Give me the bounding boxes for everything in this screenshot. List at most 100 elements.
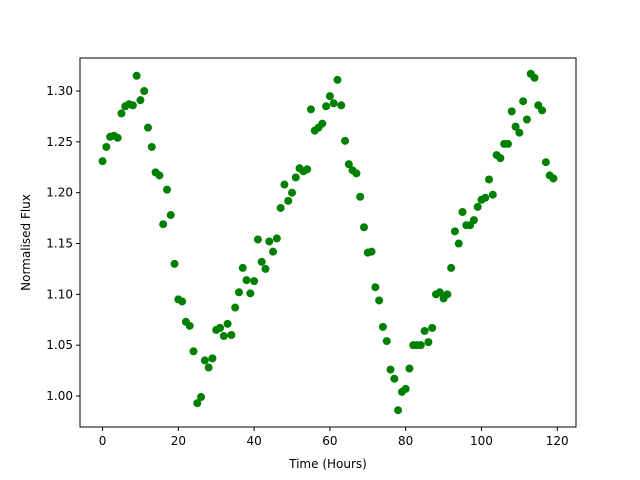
point — [166, 211, 175, 220]
point — [200, 356, 209, 365]
point — [530, 73, 539, 82]
point — [496, 154, 505, 163]
x-tick-label: 20 — [171, 434, 186, 448]
point — [272, 234, 281, 243]
point — [394, 406, 403, 415]
point — [519, 97, 528, 106]
point — [522, 115, 531, 124]
point — [515, 128, 524, 137]
point — [147, 142, 156, 151]
point — [356, 192, 365, 201]
point — [98, 157, 107, 166]
point — [276, 203, 285, 212]
point — [136, 96, 145, 105]
point — [538, 106, 547, 115]
point — [117, 109, 126, 118]
point — [246, 289, 255, 298]
point — [454, 239, 463, 248]
point — [284, 196, 293, 205]
x-tick-label: 100 — [470, 434, 493, 448]
point — [401, 384, 410, 393]
point — [197, 393, 206, 402]
point — [416, 341, 425, 350]
point — [371, 283, 380, 292]
point — [261, 264, 270, 273]
point — [428, 323, 437, 332]
point — [257, 257, 266, 266]
point — [443, 290, 452, 299]
point — [503, 139, 512, 148]
point — [352, 169, 361, 178]
point — [341, 136, 350, 145]
point — [306, 105, 315, 114]
point — [420, 326, 429, 335]
point — [333, 75, 342, 84]
x-axis-label: Time (Hours) — [288, 457, 367, 471]
point — [488, 190, 497, 199]
y-tick-label: 1.25 — [46, 135, 73, 149]
point — [227, 331, 236, 340]
point — [280, 180, 289, 189]
point — [242, 276, 251, 285]
point — [405, 364, 414, 373]
x-tick-label: 40 — [246, 434, 261, 448]
point — [303, 165, 312, 174]
point — [234, 288, 243, 297]
point — [208, 354, 217, 363]
point — [193, 399, 202, 408]
x-tick-label: 0 — [99, 434, 107, 448]
point — [231, 303, 240, 312]
x-tick-label: 120 — [546, 434, 569, 448]
y-tick-label: 1.00 — [46, 389, 73, 403]
point — [450, 227, 459, 236]
point — [485, 175, 494, 184]
y-tick-label: 1.15 — [46, 237, 73, 251]
plot-frame — [79, 57, 577, 428]
point — [469, 216, 478, 225]
point — [447, 263, 456, 272]
point — [318, 119, 327, 128]
point — [325, 92, 334, 101]
x-tick-label: 80 — [398, 434, 413, 448]
y-tick-label: 1.10 — [46, 287, 73, 301]
point — [367, 247, 376, 256]
point — [288, 188, 297, 197]
point — [265, 237, 274, 246]
point — [219, 332, 228, 341]
point — [155, 171, 164, 180]
point — [140, 87, 149, 96]
y-tick-label: 1.20 — [46, 186, 73, 200]
point — [322, 102, 331, 111]
point — [253, 235, 262, 244]
point — [481, 193, 490, 202]
point — [269, 247, 278, 256]
point — [329, 99, 338, 108]
point — [458, 208, 467, 217]
point — [473, 202, 482, 211]
point — [375, 296, 384, 305]
point — [144, 123, 153, 132]
point — [162, 185, 171, 194]
y-axis-label: Normalised Flux — [19, 194, 33, 291]
point — [159, 220, 168, 229]
point — [337, 101, 346, 110]
point — [386, 365, 395, 374]
point — [344, 160, 353, 169]
x-tick-label: 60 — [322, 434, 337, 448]
y-tick-label: 1.05 — [46, 338, 73, 352]
point — [238, 263, 247, 272]
y-tick-label: 1.30 — [46, 84, 73, 98]
point — [178, 297, 187, 306]
point — [189, 347, 198, 356]
point — [223, 319, 232, 328]
point — [511, 122, 520, 131]
point — [216, 323, 225, 332]
point — [390, 374, 399, 383]
point — [170, 259, 179, 268]
point — [378, 322, 387, 331]
point — [250, 277, 259, 286]
point — [113, 133, 122, 142]
point — [102, 142, 111, 151]
point — [549, 174, 558, 183]
